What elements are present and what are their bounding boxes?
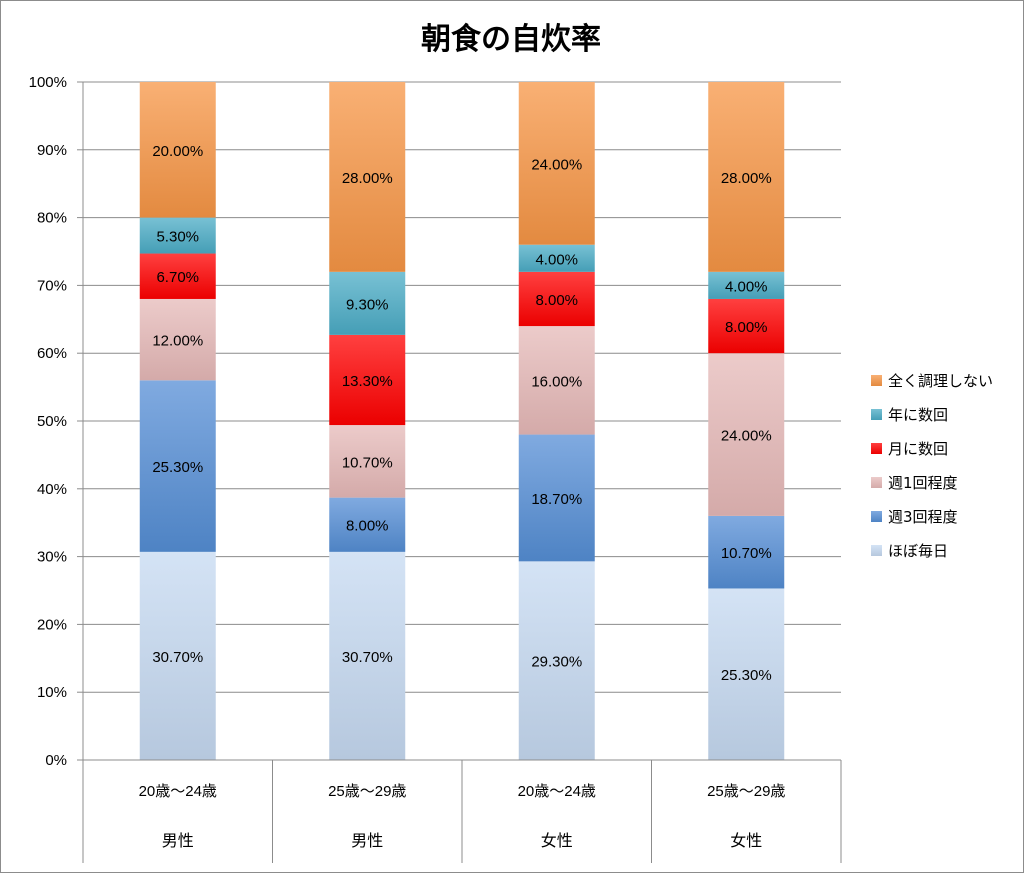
y-tick-label: 40%	[37, 481, 67, 498]
data-label: 24.00%	[531, 156, 582, 173]
x-category-label: 25歳〜29歳	[707, 783, 785, 800]
data-label: 9.30%	[346, 296, 389, 313]
legend-swatch	[871, 511, 882, 522]
bar-segment	[708, 353, 785, 516]
bar-segment	[139, 380, 216, 552]
bar-segment	[139, 253, 216, 299]
legend-label: ほぼ毎日	[888, 542, 948, 560]
data-label: 10.70%	[342, 454, 393, 471]
y-tick-label: 50%	[37, 413, 67, 430]
data-label: 12.00%	[152, 333, 203, 350]
legend-swatch	[871, 375, 882, 386]
bar-segment	[329, 334, 406, 426]
data-label: 6.70%	[156, 269, 199, 286]
bar-segment	[708, 588, 785, 760]
x-category-label: 25歳〜29歳	[328, 783, 406, 800]
data-label: 29.30%	[531, 654, 582, 671]
data-label: 4.00%	[725, 278, 768, 295]
data-label: 25.30%	[152, 459, 203, 476]
bar-segment	[518, 434, 595, 562]
legend-label: 週1回程度	[888, 474, 958, 492]
chart-title: 朝食の自炊率	[421, 22, 601, 57]
legend-swatch	[871, 477, 882, 488]
bar-segment	[139, 551, 216, 760]
data-label: 5.30%	[156, 229, 199, 246]
bars: 30.70% 25.30% 12.00% 6.70% 5.30% 20.00% 30.70%…	[139, 82, 785, 760]
data-label: 28.00%	[342, 170, 393, 187]
bar-segment	[708, 515, 785, 589]
bar-segment	[139, 82, 216, 218]
bar-segment	[139, 217, 216, 254]
y-tick-label: 0%	[45, 752, 67, 769]
data-label: 4.00%	[535, 251, 578, 268]
legend-label: 年に数回	[888, 406, 948, 424]
data-label: 8.00%	[535, 292, 578, 309]
bar-segment	[518, 271, 595, 327]
bar-segment	[139, 298, 216, 381]
bar-segment	[329, 551, 406, 760]
x-category-label: 20歳〜24歳	[139, 783, 217, 800]
data-label: 10.70%	[721, 545, 772, 562]
bar-segment	[329, 82, 406, 272]
bar-segment	[518, 82, 595, 245]
legend-label: 月に数回	[888, 440, 948, 458]
data-label: 8.00%	[346, 518, 389, 535]
bar-segment	[708, 271, 785, 299]
axes: 0% 10% 20% 30% 40% 50% 60% 70% 80% 90% 100% 20歳〜24歳…	[29, 74, 842, 863]
y-tick-label: 20%	[37, 616, 67, 633]
data-label: 25.30%	[721, 667, 772, 684]
bar-segment	[708, 298, 785, 354]
data-label: 8.00%	[725, 319, 768, 336]
y-tick-label: 70%	[37, 277, 67, 294]
bar-segment	[518, 244, 595, 272]
legend-swatch	[871, 409, 882, 420]
data-label: 30.70%	[342, 649, 393, 666]
data-label: 24.00%	[721, 428, 772, 445]
y-tick-label: 100%	[29, 74, 67, 91]
bar-segment	[329, 271, 406, 335]
bar-segment	[708, 82, 785, 272]
data-label: 20.00%	[152, 143, 203, 160]
y-tick-label: 30%	[37, 549, 67, 566]
bar-segment	[518, 561, 595, 760]
bar-segment	[518, 326, 595, 435]
data-label: 18.70%	[531, 491, 582, 508]
x-category-label: 20歳〜24歳	[518, 783, 596, 800]
x-group-label: 女性	[730, 831, 762, 850]
data-label: 13.30%	[342, 373, 393, 390]
y-tick-label: 60%	[37, 345, 67, 362]
legend-label: 全く調理しない	[888, 372, 993, 390]
y-tick-label: 80%	[37, 210, 67, 227]
data-label: 28.00%	[721, 170, 772, 187]
data-label: 16.00%	[531, 373, 582, 390]
legend-swatch	[871, 443, 882, 454]
x-group-label: 男性	[162, 831, 194, 850]
legend-label: 週3回程度	[888, 508, 958, 526]
legend-swatch	[871, 545, 882, 556]
bar-segment	[329, 425, 406, 498]
data-label: 30.70%	[152, 649, 203, 666]
y-tick-label: 10%	[37, 684, 67, 701]
bar-segment	[329, 497, 406, 552]
y-tick-label: 90%	[37, 142, 67, 159]
x-group-label: 女性	[541, 831, 573, 850]
x-group-label: 男性	[351, 831, 383, 850]
